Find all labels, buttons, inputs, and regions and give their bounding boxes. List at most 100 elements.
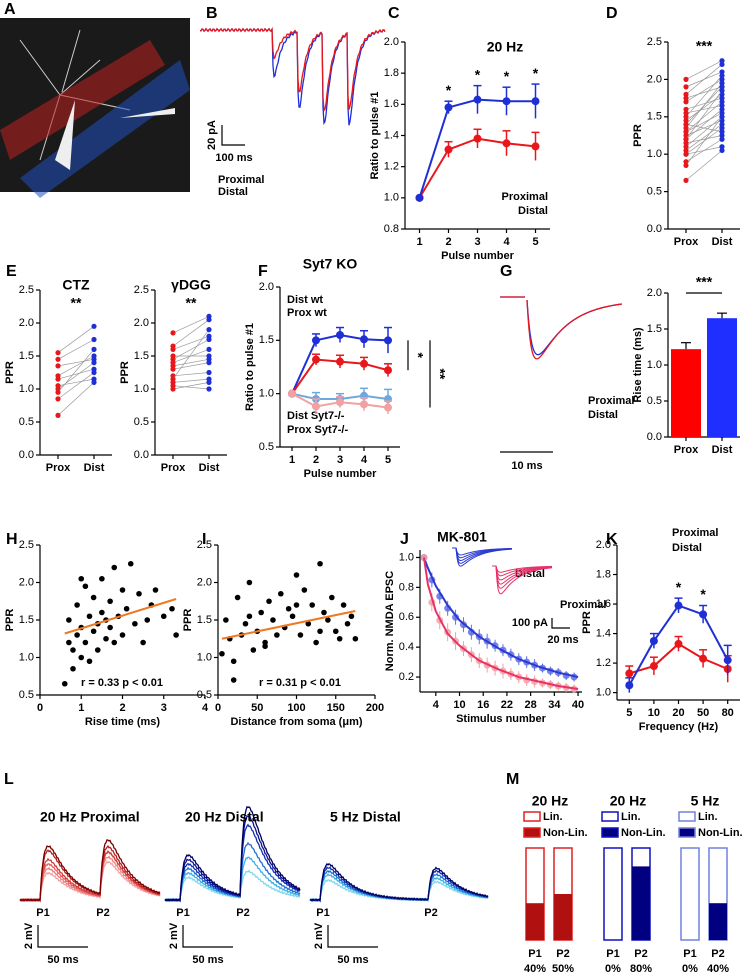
x-tick-label: 16 [477,699,489,711]
point [719,91,725,97]
pair-line [57,368,95,380]
y-tick-label: 2.0 [647,73,662,85]
point [111,639,118,646]
significance: ** [71,295,82,311]
y-tick-label: 1.0 [384,192,399,204]
point [719,80,725,86]
x-tick-label: 34 [548,699,561,711]
point [55,396,61,402]
point [384,366,392,375]
fit-curve [423,557,579,679]
y-axis-label: Ratio to pulse #1 [369,91,381,179]
x-tick-label: Prox [161,462,186,474]
point [74,602,80,608]
x-tick-label: P1 [528,948,541,960]
point [683,76,689,82]
pair-line [172,362,210,370]
pair-line [172,378,210,383]
x-tick-label: 50 [697,707,709,719]
point [94,647,101,653]
y-tick-label: 2.5 [647,36,662,48]
significance: * [475,66,481,82]
pair-line [172,319,210,347]
value-label: 80% [630,963,652,975]
trace [164,815,301,903]
y-tick-label: 1.2 [596,657,611,669]
x-tick-label: 1 [416,236,422,248]
y-tick-label: 1.4 [384,129,399,141]
point [82,639,89,646]
x-tick-label: Prox [674,444,699,456]
x-tick-label: P2 [711,948,724,960]
pair-line [57,339,95,360]
point [332,628,339,635]
pair-line [172,358,210,367]
point [234,594,241,601]
y-tick-label: 0.5 [259,441,274,453]
point [66,639,72,646]
y-tick-label: 0.0 [647,223,662,235]
legend-swatch [601,811,619,822]
legend-swatch [523,811,541,822]
legend-label: Prox Syt7-/- [287,424,348,436]
x-axis-label: Pulse number [441,250,514,262]
point [325,617,331,623]
point [132,620,138,627]
point [344,620,351,627]
point [649,636,658,645]
trace [309,862,489,903]
point [683,129,689,135]
legend-label: Lin. [698,811,718,823]
significance: ** [186,295,197,311]
point [119,587,126,593]
x-tick-label: Dist [84,462,105,474]
point [415,193,424,202]
point [169,605,175,612]
trace [19,839,161,903]
point [719,73,725,79]
pulse-label: P2 [96,907,109,919]
pulse-label: P1 [316,907,329,919]
trace [500,296,623,360]
point [360,359,368,368]
y-axis-label: PPR [581,611,593,634]
point [683,106,689,112]
point [82,583,89,590]
annotation: r = 0.33 p < 0.01 [81,677,163,689]
panel-a-image [0,18,190,198]
point [625,681,634,690]
x-tick-label: 1 [78,702,84,714]
chart-title: γDGG [171,277,211,293]
y-tick-label: 1.5 [197,614,212,626]
point [293,602,300,608]
point [91,369,97,376]
panel-letter: E [6,263,17,280]
point [274,632,280,638]
bar [707,318,737,437]
pair-line [685,79,723,103]
pair-line [172,339,210,360]
group-title: 5 Hz [691,793,720,809]
pair-line [685,75,723,118]
x-tick-label: 5 [532,236,538,248]
significance: * [446,82,452,98]
point [170,330,176,336]
x-tick-label: 0 [37,702,43,714]
pair-line [685,97,723,110]
y-tick-label: 0.5 [19,416,34,428]
pair-line [57,362,95,390]
point [136,590,142,597]
y-tick-label: 0.0 [19,449,34,461]
point [111,564,118,571]
panel-letter: I [202,531,206,548]
x-tick-label: 5 [385,454,391,466]
group-title: 20 Hz [532,793,569,809]
x-tick-label: 4 [433,699,440,711]
trace [164,805,301,903]
point [70,647,76,653]
point [719,136,725,142]
point [699,654,708,663]
y-tick-label: 1.5 [19,614,34,626]
y-tick-label: 2.5 [134,284,149,296]
